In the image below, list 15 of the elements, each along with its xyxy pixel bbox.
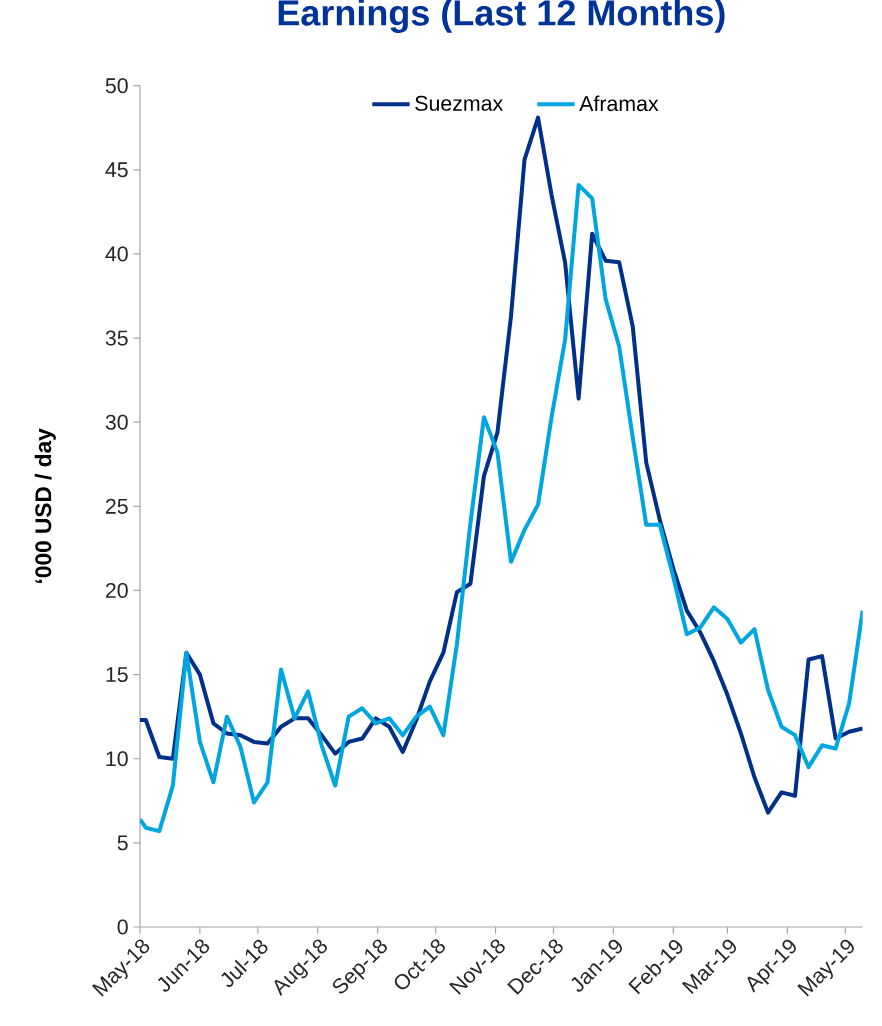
- chart-title: Earnings (Last 12 Months): [278, 0, 725, 33]
- y-tick-label: 20: [105, 582, 128, 599]
- y-tick-label: 50: [105, 78, 128, 94]
- y-tick-label: 0: [117, 919, 128, 935]
- y-axis-title: ‘000 USD / day: [34, 428, 56, 583]
- y-tick-label: 45: [105, 162, 128, 178]
- legend-label: Suezmax: [415, 95, 503, 111]
- legend-label: Aframax: [579, 95, 659, 112]
- y-tick-label: 25: [105, 498, 128, 514]
- y-tick-label: 40: [105, 246, 128, 262]
- y-tick-label: 10: [106, 751, 128, 767]
- y-tick-label: 5: [117, 835, 128, 851]
- y-tick-label: 15: [106, 667, 128, 683]
- y-tick-label: 35: [105, 330, 128, 346]
- y-tick-label: 30: [105, 414, 128, 430]
